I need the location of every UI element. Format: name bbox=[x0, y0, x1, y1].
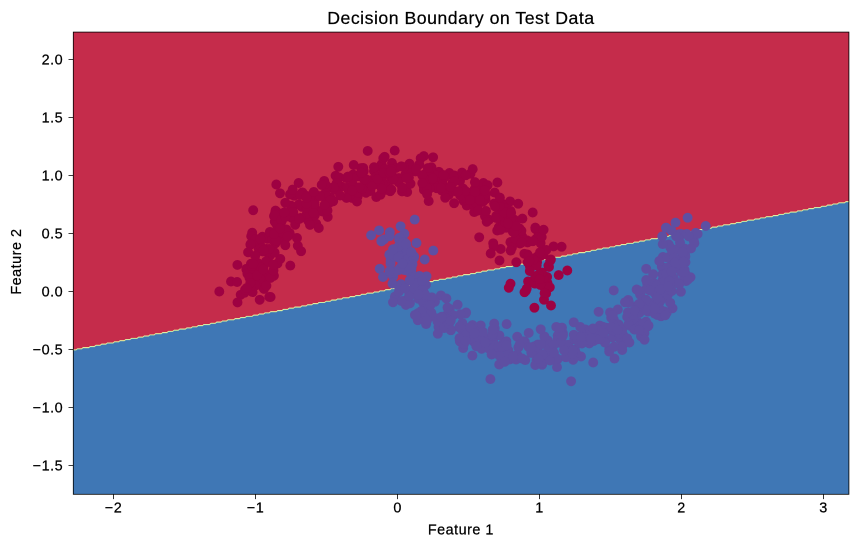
svg-text:3: 3 bbox=[819, 500, 828, 516]
svg-text:Feature 2: Feature 2 bbox=[9, 229, 25, 295]
svg-text:Feature 1: Feature 1 bbox=[428, 522, 494, 538]
svg-text:1: 1 bbox=[535, 500, 544, 516]
svg-text:2.0: 2.0 bbox=[42, 53, 64, 69]
svg-text:−1.5: −1.5 bbox=[33, 459, 63, 475]
svg-text:1.0: 1.0 bbox=[42, 169, 64, 185]
svg-text:−1: −1 bbox=[247, 500, 264, 516]
svg-text:−1.0: −1.0 bbox=[33, 401, 63, 417]
svg-text:1.5: 1.5 bbox=[42, 111, 64, 127]
svg-text:−0.5: −0.5 bbox=[33, 343, 63, 359]
svg-text:0.0: 0.0 bbox=[42, 285, 64, 301]
svg-text:−2: −2 bbox=[105, 500, 122, 516]
svg-text:2: 2 bbox=[677, 500, 686, 516]
svg-text:Decision Boundary on Test Data: Decision Boundary on Test Data bbox=[327, 8, 594, 28]
svg-text:0.5: 0.5 bbox=[42, 227, 64, 243]
svg-text:0: 0 bbox=[393, 500, 402, 516]
